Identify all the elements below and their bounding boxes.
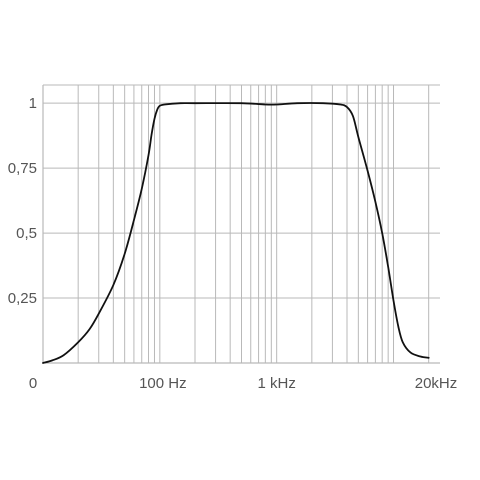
x-tick-label: 1 kHz	[257, 375, 295, 392]
tick-labels: 1 0,75 0,5 0,25 0 100 Hz 1 kHz 20kHz	[8, 95, 457, 392]
response-curve	[42, 102, 430, 364]
plot-area	[42, 102, 430, 364]
x-tick-label: 20kHz	[415, 375, 458, 392]
y-tick-label: 0,25	[8, 290, 37, 307]
x-tick-label: 0	[29, 375, 37, 392]
grid	[43, 84, 440, 363]
axes	[42, 85, 440, 364]
y-tick-label: 1	[29, 95, 37, 112]
x-tick-label: 100 Hz	[139, 375, 187, 392]
y-tick-label: 0,5	[16, 225, 37, 242]
y-tick-label: 0,75	[8, 160, 37, 177]
